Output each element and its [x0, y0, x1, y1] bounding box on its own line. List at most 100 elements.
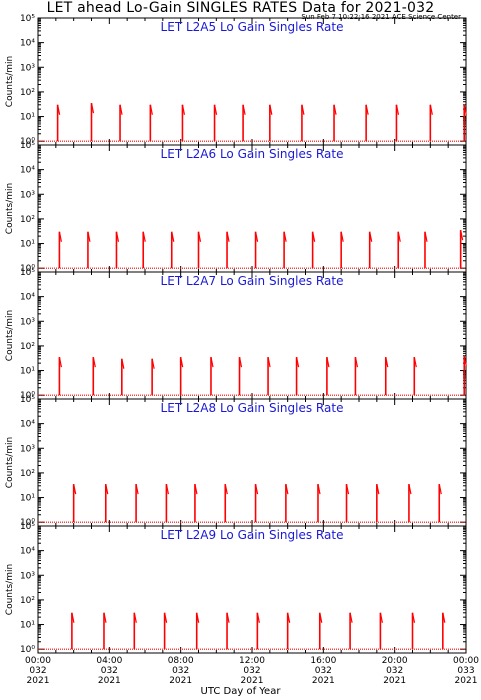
x-tick-label: 00:00 — [453, 656, 479, 666]
rate-spike-decay — [180, 357, 184, 368]
x-tick-label: 032 — [101, 666, 118, 676]
y-tick-label: 10¹ — [20, 367, 35, 377]
rate-spike-decay — [413, 357, 417, 368]
rate-spike-decay — [340, 231, 344, 242]
rate-spike-decay — [319, 612, 323, 623]
y-tick-label: 10⁴ — [20, 293, 35, 303]
rate-spike-decay — [213, 104, 218, 115]
panel-title: LET L2A9 Lo Gain Singles Rate — [161, 528, 344, 542]
rate-spike-decay — [142, 231, 146, 242]
rate-spike-decay — [283, 231, 287, 242]
rate-spike-decay — [224, 484, 228, 495]
x-axis-label: UTC Day of Year — [200, 686, 281, 697]
rate-spike-decay — [121, 358, 125, 369]
rate-spike-decay — [197, 231, 202, 242]
rate-spike-decay — [429, 104, 433, 115]
rate-spike-decay — [438, 484, 442, 495]
y-tick-label: 10¹ — [20, 113, 35, 123]
x-tick-label: 08:00 — [168, 656, 194, 666]
y-tick-label: 10⁵ — [20, 14, 35, 24]
panel-frame — [37, 144, 467, 273]
panel-3: 10⁰ 10¹ 10² 10³ 10⁴ 10⁵ Counts/min LET L2A7 Lo … — [5, 268, 467, 401]
y-tick-label: 10³ — [20, 63, 35, 73]
generation-timestamp: Sun Feb 7 10:22:16 2021 ACE Science Cent… — [301, 13, 461, 21]
x-tick-label: 20:00 — [382, 656, 408, 666]
rate-spike-decay — [71, 612, 75, 623]
rate-spike-decay — [295, 357, 300, 368]
rate-spike-decay — [349, 612, 353, 623]
rate-spike-decay — [254, 484, 259, 495]
y-tick-label: 10² — [20, 342, 35, 352]
rate-spike-decay — [463, 355, 467, 366]
rate-spike-decay — [385, 357, 389, 368]
panel-title: LET L2A8 Lo Gain Singles Rate — [161, 401, 344, 415]
x-tick-label: 00:00 — [25, 656, 51, 666]
rate-spike-decay — [254, 231, 259, 242]
y-tick-label: 10⁴ — [20, 166, 35, 176]
rate-spike-decay — [424, 231, 428, 242]
rate-spike-decay — [326, 357, 330, 368]
y-tick-label: 10⁴ — [20, 547, 35, 557]
y-tick-label: 10⁴ — [20, 39, 35, 49]
x-tick-label: 12:00 — [239, 656, 265, 666]
rate-spike-decay — [73, 484, 77, 495]
y-tick-label: 10¹ — [20, 240, 35, 250]
rate-spike-decay — [105, 484, 109, 495]
panel-title: LET L2A7 Lo Gain Singles Rate — [161, 274, 344, 288]
y-tick-label: 10² — [20, 469, 35, 479]
rate-spike-decay — [103, 612, 107, 623]
rate-spike-decay — [194, 484, 198, 495]
rate-spike-decay — [442, 612, 446, 623]
y-tick-label: 10⁰ — [20, 137, 35, 147]
panel-1: 10⁰ 10¹ 10² 10³ 10⁴ 10⁵ Counts/min LET L2A5 Lo … — [5, 14, 467, 147]
rate-spike-decay — [115, 231, 120, 242]
rate-spike-decay — [164, 612, 168, 623]
rate-spike-decay — [171, 231, 175, 242]
y-tick-label: 10³ — [20, 444, 35, 454]
rate-spike-decay — [287, 612, 291, 623]
rate-spike-decay — [379, 612, 383, 623]
y-tick-label: 10⁰ — [20, 518, 35, 528]
rate-spike-decay — [269, 104, 273, 115]
y-tick-label: 10⁰ — [20, 391, 35, 401]
rate-spike-decay — [226, 612, 230, 623]
x-tick-label: 032 — [29, 666, 46, 676]
rate-spike-decay — [238, 357, 243, 368]
rate-spike-decay — [87, 231, 91, 242]
y-tick-label: 10⁵ — [20, 395, 35, 405]
x-tick-label: 033 — [457, 666, 474, 676]
rate-spike-decay — [376, 484, 380, 495]
y-tick-label: 10⁴ — [20, 420, 35, 430]
rate-spike-decay — [58, 231, 62, 242]
y-axis-label: Counts/min — [5, 564, 15, 615]
rate-spike-decay — [165, 484, 169, 495]
x-tick-label: 2021 — [383, 676, 406, 686]
rate-spike-decay — [58, 357, 62, 368]
chart-title: LET ahead Lo-Gain SINGLES RATES Data for… — [46, 0, 435, 16]
x-tick-label: 04:00 — [96, 656, 122, 666]
y-axis-label: Counts/min — [5, 437, 15, 488]
y-tick-label: 10³ — [20, 317, 35, 327]
y-tick-label: 10¹ — [20, 621, 35, 631]
rate-spike-decay — [397, 231, 401, 242]
rate-spike-decay — [267, 357, 271, 368]
y-tick-label: 10² — [20, 88, 35, 98]
y-tick-label: 10⁵ — [20, 268, 35, 278]
rate-spike-decay — [312, 231, 316, 242]
panel-frame — [37, 271, 467, 400]
x-tick-label: 2021 — [455, 676, 478, 686]
y-axis-label: Counts/min — [5, 310, 15, 361]
rate-spike-decay — [285, 484, 289, 495]
y-tick-label: 10⁰ — [20, 645, 35, 655]
rate-spike-decay — [256, 612, 260, 623]
rate-spike-decay — [210, 357, 214, 368]
y-tick-label: 10⁰ — [20, 264, 35, 274]
panel-frame — [37, 398, 467, 527]
x-tick-label: 2021 — [312, 676, 335, 686]
rate-spike-decay — [333, 104, 337, 115]
panel-4: 10⁰ 10¹ 10² 10³ 10⁴ 10⁵ Counts/min LET L2A8 Lo … — [5, 395, 467, 528]
x-tick-label: 2021 — [169, 676, 192, 686]
rate-spike-decay — [408, 484, 412, 495]
rate-spike-decay — [395, 104, 400, 115]
